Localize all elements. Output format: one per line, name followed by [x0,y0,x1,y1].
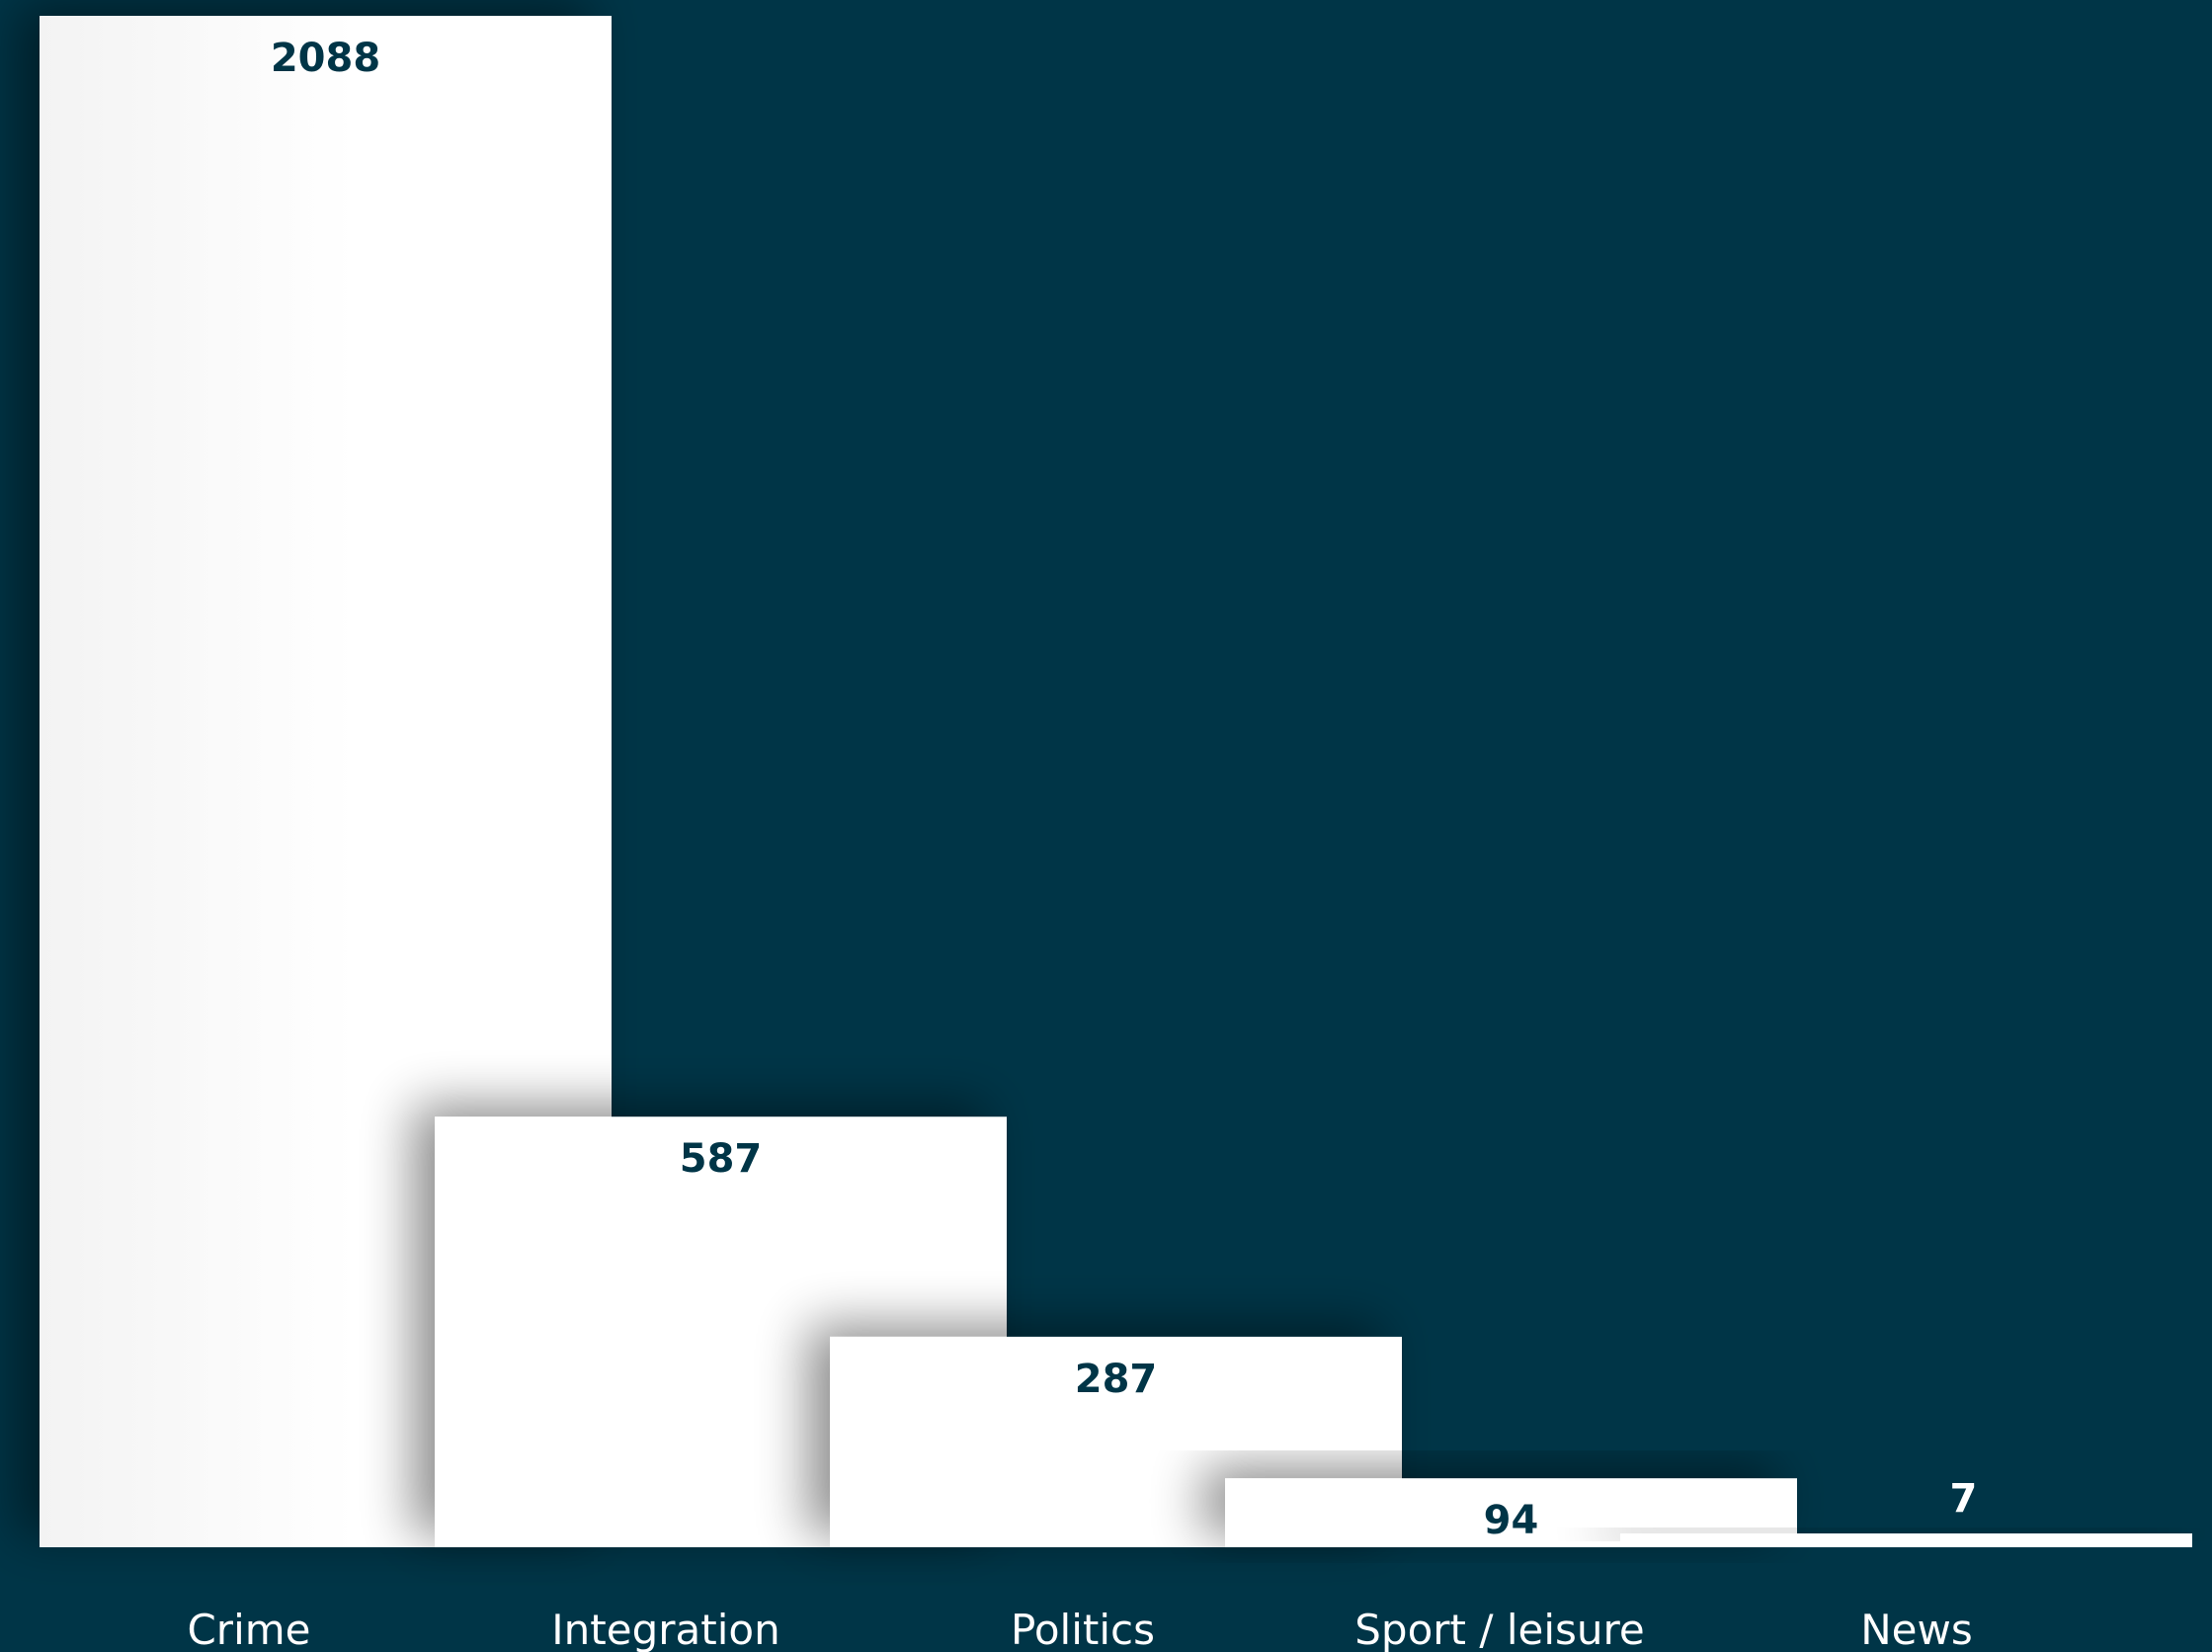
value-labels-layer: 2088 587 287 94 7 [271,36,1977,1543]
value-label-news: 7 [1949,1476,1977,1522]
category-label-politics: Politics [1011,1606,1155,1652]
bar-news [1620,1533,2192,1547]
category-label-crime: Crime [187,1606,310,1652]
value-label-crime: 2088 [271,36,380,81]
bars-layer [40,16,2192,1547]
value-label-sport-leisure: 94 [1484,1498,1539,1543]
category-label-news: News [1860,1606,1973,1652]
value-label-politics: 287 [1075,1357,1158,1402]
value-label-integration: 587 [680,1136,763,1182]
category-label-integration: Integration [551,1606,779,1652]
category-labels-layer: Crime Integration Politics Sport / leisure N… [187,1606,1972,1652]
category-label-sport-leisure: Sport / leisure [1354,1606,1644,1652]
